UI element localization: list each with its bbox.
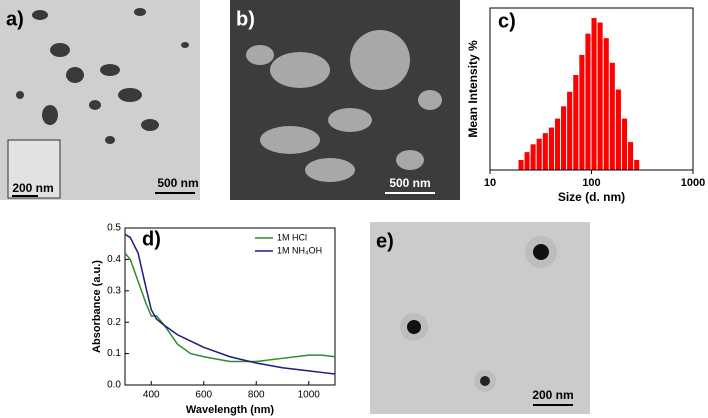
y-tick-label: 0.0 <box>107 380 121 391</box>
particles <box>246 30 442 182</box>
bar <box>530 144 536 170</box>
x-tick-label: 10 <box>484 177 496 189</box>
bar <box>573 75 579 170</box>
inset <box>7 139 61 199</box>
bar <box>536 138 542 170</box>
bar <box>628 142 634 170</box>
y-axis-label: Absorbance (a.u.) <box>91 260 103 353</box>
bar <box>585 33 591 171</box>
panel-label: b) <box>236 8 255 30</box>
bar <box>567 91 573 170</box>
y-tick-label: 0.3 <box>107 285 121 296</box>
legend-label: 1M NH₄OH <box>277 245 322 255</box>
x-axis-label: Size (d. nm) <box>558 190 625 204</box>
y-axis-label: Mean Intensity % <box>466 40 480 138</box>
scale-label: 200 nm <box>532 388 573 402</box>
x-tick-label: 400 <box>143 390 160 401</box>
y-tick-label: 0.4 <box>107 254 121 265</box>
bar <box>621 118 628 170</box>
y-tick-label: 0.2 <box>107 317 121 328</box>
bar <box>542 133 548 170</box>
panel-label: e) <box>376 230 394 252</box>
x-tick-label: 1000 <box>298 390 321 401</box>
plot-frame <box>124 227 336 386</box>
line <box>124 233 336 375</box>
particles <box>16 8 189 144</box>
line <box>124 252 336 363</box>
particles <box>400 236 557 392</box>
x-tick-label: 600 <box>195 390 212 401</box>
bar <box>609 62 615 170</box>
x-tick-label: 800 <box>248 390 265 401</box>
x-tick-label: 100 <box>582 177 600 189</box>
y-tick-label: 0.5 <box>107 223 121 234</box>
bar <box>561 106 567 170</box>
x-axis-label: Wavelength (nm) <box>186 404 275 416</box>
bar <box>603 38 609 171</box>
legend-label: 1M HCl <box>277 232 307 242</box>
panel-label: c) <box>498 10 516 32</box>
scale-label: 500 nm <box>389 176 430 190</box>
scale-label: 500 nm <box>157 176 198 190</box>
bar <box>634 159 640 170</box>
y-tick-label: 0.1 <box>107 348 121 359</box>
bar <box>524 152 530 170</box>
bar <box>597 22 603 170</box>
panel-label: a) <box>6 8 24 30</box>
inset-scale-label: 200 nm <box>12 181 53 195</box>
bar <box>518 159 524 170</box>
bar <box>615 89 621 170</box>
panel-label: d) <box>142 228 161 250</box>
bar <box>555 118 561 170</box>
bar <box>591 18 597 170</box>
bar <box>579 54 585 171</box>
x-tick-label: 1000 <box>681 177 705 189</box>
bar <box>548 127 555 170</box>
